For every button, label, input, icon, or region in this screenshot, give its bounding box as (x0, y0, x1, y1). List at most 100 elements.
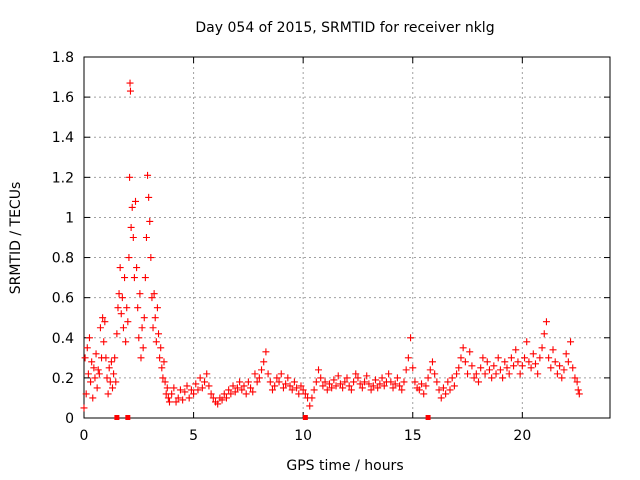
data-point (404, 354, 412, 362)
data-point (558, 374, 566, 382)
data-point (84, 370, 92, 378)
data-point (431, 370, 439, 378)
data-point (494, 354, 502, 362)
data-point (481, 370, 489, 378)
data-point (160, 358, 168, 366)
data-point (428, 358, 436, 366)
data-point (453, 370, 461, 378)
data-point (201, 378, 209, 386)
data-point (142, 234, 150, 241)
data-point (80, 404, 88, 412)
data-point (369, 382, 377, 390)
data-point (459, 344, 467, 352)
data-point (418, 380, 426, 388)
data-point (446, 386, 454, 394)
data-point (136, 290, 144, 298)
data-point (542, 318, 550, 326)
data-point (148, 294, 156, 302)
axis-ticks (83, 56, 610, 419)
data-point (323, 386, 331, 394)
data-point (153, 304, 161, 312)
data-point (545, 354, 553, 362)
data-point (288, 386, 296, 394)
data-point (209, 394, 217, 402)
y-tick-label: 0.4 (52, 331, 74, 347)
data-point (163, 384, 171, 392)
data-point (496, 366, 504, 374)
data-point (411, 378, 419, 386)
data-point (450, 382, 458, 390)
x-tick-label: 15 (404, 428, 422, 444)
data-point (315, 366, 323, 374)
data-point (119, 324, 127, 332)
data-point (420, 390, 428, 398)
data-point (236, 378, 244, 386)
data-point (127, 223, 135, 231)
data-point (510, 362, 518, 370)
data-point (164, 394, 172, 402)
x-tick-label: 10 (294, 428, 312, 444)
data-point (233, 384, 241, 392)
data-point (100, 338, 108, 346)
data-point (147, 254, 155, 262)
data-point (525, 358, 533, 366)
data-point (123, 304, 131, 312)
data-point (345, 382, 353, 390)
y-tick-label: 1 (65, 210, 74, 226)
data-point (107, 358, 115, 366)
data-point (151, 314, 159, 322)
data-point (126, 79, 134, 87)
data-point (170, 384, 178, 392)
data-point (118, 294, 126, 302)
data-point (92, 350, 100, 358)
data-point (255, 374, 263, 382)
data-point (396, 382, 404, 390)
y-tick-label: 0.6 (52, 291, 74, 307)
data-point (479, 354, 487, 362)
data-point (112, 378, 120, 386)
data-point (455, 364, 463, 372)
data-point (529, 350, 537, 358)
data-point (363, 372, 371, 380)
data-point (129, 234, 137, 241)
data-point (130, 274, 138, 282)
data-point (122, 338, 130, 346)
data-point (426, 366, 434, 374)
y-tick-labels: 0 0.2 0.4 0.6 0.8 1 1.2 1.4 1.6 1.8 (52, 50, 74, 427)
grid (84, 57, 610, 418)
data-point (536, 354, 544, 362)
data-point (334, 372, 342, 380)
data-point (133, 264, 141, 272)
data-point (91, 374, 99, 382)
data-point (569, 364, 577, 372)
data-point (472, 370, 480, 378)
data-point (319, 382, 327, 390)
data-point (101, 318, 109, 326)
data-point (367, 386, 375, 394)
data-point (523, 338, 531, 346)
data-point (135, 334, 143, 342)
data-point (181, 388, 189, 396)
data-point (179, 396, 187, 404)
data-point (141, 274, 149, 282)
data-point (470, 374, 478, 382)
data-point (531, 360, 539, 368)
data-point (439, 384, 447, 392)
data-point (102, 354, 110, 362)
data-point (262, 348, 270, 356)
data-point (398, 386, 406, 394)
data-point (87, 378, 95, 386)
data-point (176, 386, 184, 394)
data-point (501, 358, 509, 366)
data-point (549, 346, 557, 354)
data-point (104, 390, 112, 398)
data-point (477, 364, 485, 372)
data-point (114, 304, 122, 312)
data-point (461, 358, 469, 366)
data-point (253, 378, 261, 386)
data-point (249, 388, 257, 396)
data-point (389, 384, 397, 392)
data-point (158, 364, 166, 372)
data-point (145, 193, 153, 201)
data-point (273, 374, 281, 382)
